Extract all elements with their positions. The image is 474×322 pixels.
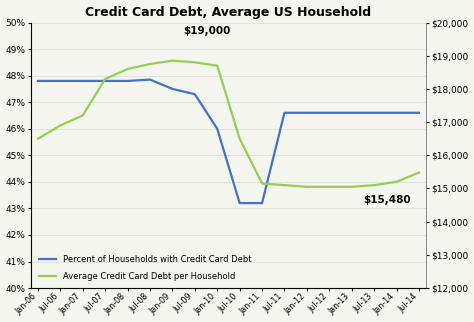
Average Credit Card Debt per Household bbox=[416, 171, 422, 175]
Percent of Households with Credit Card Debt bbox=[282, 111, 287, 115]
Title: Credit Card Debt, Average US Household: Credit Card Debt, Average US Household bbox=[85, 5, 372, 19]
Percent of Households with Credit Card Debt bbox=[237, 201, 243, 205]
Percent of Households with Credit Card Debt bbox=[170, 87, 175, 91]
Percent of Households with Credit Card Debt bbox=[57, 79, 63, 83]
Average Credit Card Debt per Household bbox=[125, 67, 130, 71]
Text: $19,000: $19,000 bbox=[183, 26, 231, 36]
Percent of Households with Credit Card Debt bbox=[304, 111, 310, 115]
Percent of Households with Credit Card Debt bbox=[259, 201, 265, 205]
Percent of Households with Credit Card Debt bbox=[327, 111, 332, 115]
Percent of Households with Credit Card Debt bbox=[416, 111, 422, 115]
Percent of Households with Credit Card Debt bbox=[102, 79, 108, 83]
Average Credit Card Debt per Household bbox=[394, 180, 400, 184]
Average Credit Card Debt per Household bbox=[282, 183, 287, 187]
Percent of Households with Credit Card Debt bbox=[125, 79, 130, 83]
Average Credit Card Debt per Household bbox=[102, 77, 108, 81]
Percent of Households with Credit Card Debt bbox=[394, 111, 400, 115]
Text: $15,480: $15,480 bbox=[363, 195, 410, 205]
Average Credit Card Debt per Household bbox=[214, 64, 220, 68]
Average Credit Card Debt per Household bbox=[192, 61, 198, 64]
Average Credit Card Debt per Household bbox=[147, 62, 153, 66]
Average Credit Card Debt per Household bbox=[170, 59, 175, 62]
Average Credit Card Debt per Household bbox=[259, 182, 265, 185]
Percent of Households with Credit Card Debt bbox=[147, 78, 153, 81]
Percent of Households with Credit Card Debt bbox=[214, 127, 220, 131]
Average Credit Card Debt per Household bbox=[327, 185, 332, 189]
Line: Average Credit Card Debt per Household: Average Credit Card Debt per Household bbox=[38, 61, 419, 187]
Average Credit Card Debt per Household bbox=[35, 137, 41, 141]
Percent of Households with Credit Card Debt bbox=[349, 111, 355, 115]
Average Credit Card Debt per Household bbox=[80, 114, 86, 118]
Average Credit Card Debt per Household bbox=[349, 185, 355, 189]
Average Credit Card Debt per Household bbox=[237, 137, 243, 141]
Percent of Households with Credit Card Debt bbox=[80, 79, 86, 83]
Percent of Households with Credit Card Debt bbox=[371, 111, 377, 115]
Average Credit Card Debt per Household bbox=[57, 123, 63, 127]
Percent of Households with Credit Card Debt bbox=[35, 79, 41, 83]
Average Credit Card Debt per Household bbox=[371, 183, 377, 187]
Line: Percent of Households with Credit Card Debt: Percent of Households with Credit Card D… bbox=[38, 80, 419, 203]
Legend: Percent of Households with Credit Card Debt, Average Credit Card Debt per Househ: Percent of Households with Credit Card D… bbox=[39, 255, 251, 281]
Percent of Households with Credit Card Debt bbox=[192, 92, 198, 96]
Average Credit Card Debt per Household bbox=[304, 185, 310, 189]
